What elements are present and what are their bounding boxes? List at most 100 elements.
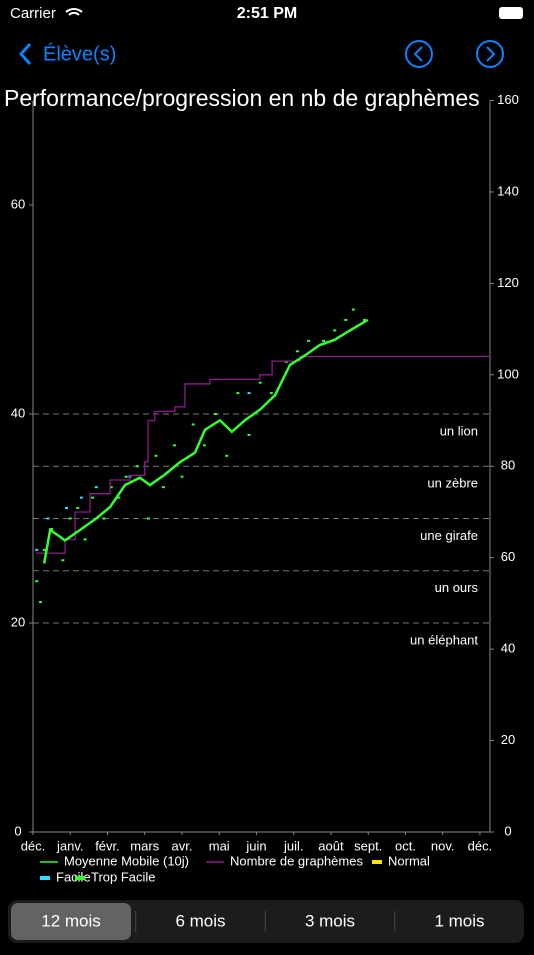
segmented-control — [8, 900, 524, 943]
next-button[interactable] — [476, 40, 504, 68]
wifi-icon — [65, 8, 83, 16]
point — [38, 601, 42, 604]
point — [269, 392, 273, 395]
x-tick-label: déc. — [21, 838, 46, 853]
legend-swatch — [75, 876, 85, 880]
series-line — [42, 318, 369, 564]
point — [135, 465, 139, 468]
legend-label: Normal — [388, 853, 430, 868]
segment[interactable]: 6 mois — [175, 911, 225, 930]
point — [61, 559, 65, 562]
point — [79, 496, 83, 499]
point — [247, 392, 251, 395]
point — [91, 496, 95, 499]
x-tick-label: janv. — [56, 838, 84, 853]
y2-tick-label: 120 — [497, 275, 519, 290]
point — [173, 444, 177, 447]
point — [124, 475, 128, 478]
legend-swatch — [40, 876, 50, 880]
x-tick-label: juil. — [283, 838, 304, 853]
level-label: une girafe — [420, 528, 478, 543]
level-label: un éléphant — [410, 632, 478, 647]
x-tick-label: juin — [245, 838, 266, 853]
x-tick-label: avr. — [171, 838, 192, 853]
point — [35, 580, 39, 583]
point — [65, 507, 69, 510]
legend-label: Trop Facile — [91, 869, 156, 884]
point — [102, 517, 106, 520]
x-tick-label: mai — [209, 838, 230, 853]
point — [344, 318, 348, 321]
series-line — [35, 355, 490, 554]
point — [35, 548, 39, 551]
point — [154, 454, 158, 457]
point — [191, 423, 195, 426]
point — [117, 496, 121, 499]
point — [42, 548, 46, 551]
y-tick-label: 60 — [11, 196, 25, 211]
point — [146, 517, 150, 520]
point — [236, 392, 240, 395]
point — [362, 318, 366, 321]
point — [76, 507, 80, 510]
legend-label: Nombre de graphèmes — [230, 853, 363, 868]
point — [351, 308, 355, 311]
level-label: un ours — [435, 580, 479, 595]
level-label: un lion — [440, 423, 478, 438]
point — [322, 339, 326, 342]
point — [202, 444, 206, 447]
point — [94, 486, 98, 489]
point — [46, 517, 50, 520]
point — [333, 329, 337, 332]
y2-tick-label: 140 — [497, 183, 519, 198]
segments: 12 mois 6 mois 3 mois 1 mois — [41, 911, 485, 932]
y-tick-label: 0 — [14, 823, 21, 838]
x-tick-label: oct. — [395, 838, 416, 853]
segment[interactable]: 12 mois — [41, 911, 101, 930]
x-tick-label: août — [318, 838, 344, 853]
y2-tick-label: 80 — [501, 458, 515, 473]
point — [214, 413, 218, 415]
battery — [499, 7, 523, 19]
y2-tick-label: 0 — [504, 823, 511, 838]
carrier: Carrier — [10, 5, 56, 22]
y2-tick-label: 20 — [501, 732, 515, 747]
chart-title: Performance/progression en nb de graphèm… — [4, 85, 480, 111]
y2-tick-label: 100 — [497, 366, 519, 381]
prev-button[interactable] — [405, 40, 433, 68]
segment[interactable]: 3 mois — [305, 911, 355, 930]
segment[interactable]: 1 mois — [434, 911, 484, 930]
y2-tick-label: 60 — [501, 549, 515, 564]
point — [225, 454, 229, 457]
legend-label: Facile — [56, 869, 91, 884]
x-tick-label: déc. — [468, 838, 493, 853]
point — [83, 538, 87, 541]
segment-selected — [11, 903, 131, 940]
point — [50, 527, 54, 530]
point — [247, 433, 251, 436]
legend-label: Moyenne Mobile (10j) — [64, 853, 189, 868]
point — [180, 475, 184, 478]
level-label: un zèbre — [427, 476, 478, 491]
back-button[interactable]: Élève(s) — [43, 42, 116, 65]
chart: 0 20 40 60 0 20 40 60 80 100 120 140 160 déc. janv. fév… — [11, 92, 519, 885]
point — [109, 486, 113, 489]
point — [307, 339, 311, 342]
y2-tick-label: 160 — [497, 92, 519, 107]
point — [68, 517, 72, 520]
y-tick-label: 20 — [11, 614, 25, 629]
x-tick-label: sept. — [354, 838, 382, 853]
x-tick-label: mars — [130, 838, 159, 853]
back-chevron[interactable] — [18, 42, 32, 66]
x-tick-label: nov. — [431, 838, 455, 853]
legend-swatch — [372, 860, 382, 864]
point — [161, 486, 165, 489]
point — [284, 360, 288, 363]
y2-tick-label: 40 — [501, 641, 515, 656]
y-tick-label: 40 — [11, 405, 25, 420]
clock: 2:51 PM — [237, 5, 297, 22]
x-tick-label: févr. — [95, 838, 120, 853]
point — [295, 350, 299, 353]
